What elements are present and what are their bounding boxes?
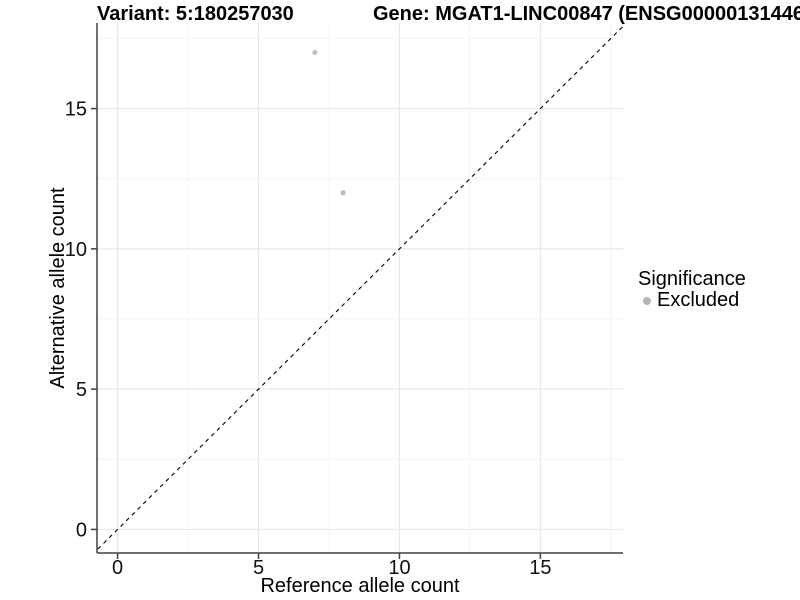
- plot-title-row: Variant: 5:180257030 Gene: MGAT1-LINC008…: [0, 2, 800, 28]
- y-tick-label: 5: [76, 379, 87, 401]
- legend-point-icon: [643, 296, 651, 305]
- x-tick-label: 15: [529, 557, 551, 579]
- data-point: [312, 49, 318, 56]
- variant-title: Variant: 5:180257030: [97, 3, 294, 25]
- legend-item-excluded: Excluded: [638, 290, 746, 311]
- legend: Significance Excluded: [638, 269, 746, 311]
- identity-line: [97, 25, 623, 551]
- legend-title: Significance: [638, 268, 746, 290]
- y-tick-label: 15: [65, 99, 87, 121]
- x-axis-title: Reference allele count: [260, 575, 460, 597]
- x-tick-label: 10: [388, 557, 410, 579]
- y-tick-label: 0: [76, 519, 87, 541]
- y-tick-label: 10: [65, 239, 87, 261]
- legend-item-label: Excluded: [657, 289, 740, 311]
- x-tick-label: 0: [112, 557, 123, 579]
- x-tick-label: 5: [253, 557, 264, 579]
- data-point: [340, 190, 346, 196]
- y-axis-title: Alternative allele count: [47, 187, 69, 389]
- gene-title: Gene: MGAT1-LINC00847 (ENSG00000131446: [373, 3, 800, 25]
